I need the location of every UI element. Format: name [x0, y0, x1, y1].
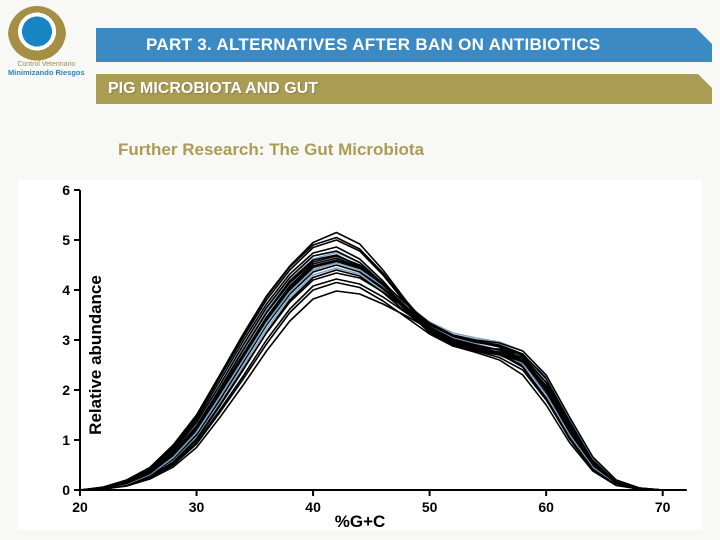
logo-text-1: Control Veterinario — [8, 61, 85, 68]
svg-text:6: 6 — [62, 182, 70, 198]
svg-text:0: 0 — [62, 482, 70, 498]
y-axis-label: Relative abundance — [86, 275, 106, 435]
chart-svg: 0 1 2 3 4 5 6 20 30 40 50 60 70 — [18, 180, 702, 530]
svg-text:30: 30 — [189, 499, 205, 515]
svg-text:60: 60 — [538, 499, 554, 515]
svg-text:20: 20 — [72, 499, 88, 515]
svg-text:2: 2 — [62, 382, 70, 398]
section-text: PIG MICROBIOTA AND GUT — [108, 80, 318, 98]
logo-text-2: Minimizando Riesgos — [8, 68, 85, 77]
svg-text:1: 1 — [62, 432, 70, 448]
title-text: PART 3. ALTERNATIVES AFTER BAN ON ANTIBI… — [146, 35, 601, 55]
svg-text:50: 50 — [422, 499, 438, 515]
title-banner: PART 3. ALTERNATIVES AFTER BAN ON ANTIBI… — [96, 28, 712, 62]
svg-text:4: 4 — [62, 282, 70, 298]
svg-text:40: 40 — [305, 499, 321, 515]
svg-text:70: 70 — [655, 499, 671, 515]
gc-profile-chart: Relative abundance %G+C 0 1 2 3 4 5 6 20 30 40 50 6… — [18, 180, 702, 530]
section-banner: PIG MICROBIOTA AND GUT — [96, 74, 712, 104]
subtitle: Further Research: The Gut Microbiota — [118, 140, 424, 160]
x-axis-label: %G+C — [335, 512, 386, 532]
brand-logo: Control Veterinario Minimizando Riesgos — [8, 6, 85, 77]
svg-text:5: 5 — [62, 232, 70, 248]
svg-text:3: 3 — [62, 332, 70, 348]
logo-mark — [8, 6, 66, 64]
